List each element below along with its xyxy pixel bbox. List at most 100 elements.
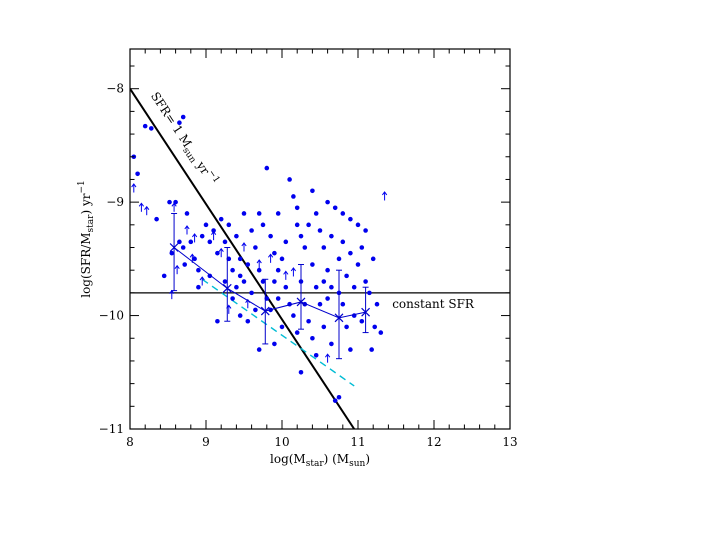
data-point — [372, 324, 378, 330]
upper-limit-arrow — [171, 202, 177, 212]
upper-limit-arrow — [290, 267, 297, 277]
upper-limit-arrow — [174, 264, 180, 275]
data-point — [180, 245, 186, 250]
data-point — [203, 222, 209, 228]
data-point — [329, 233, 334, 239]
x-axis-label: log(Mstar) (Msun) — [270, 452, 370, 469]
data-point — [310, 335, 315, 341]
data-point — [226, 222, 232, 228]
y-tick-label: −10 — [99, 309, 124, 323]
data-point — [275, 267, 281, 273]
data-point — [215, 318, 220, 324]
sfr-1-label-main: SFR= 1 M — [148, 89, 194, 149]
data-point — [182, 262, 188, 267]
arrow-head — [174, 264, 180, 269]
data-point — [374, 301, 380, 307]
upper-limit-arrow — [283, 270, 289, 280]
arrow-head — [290, 267, 297, 272]
data-point — [325, 199, 330, 205]
data-point — [207, 239, 213, 245]
x-tick-label: 11 — [350, 435, 365, 449]
upper-limit-arrow — [184, 225, 190, 235]
upper-limit-arrow — [199, 276, 205, 286]
upper-limit-arrow — [324, 353, 331, 363]
data-point — [329, 284, 334, 290]
data-point — [196, 267, 201, 273]
arrow-head — [218, 247, 224, 252]
x-tick-label: 8 — [126, 435, 134, 449]
data-point — [294, 222, 300, 228]
y-axis-label: log(SFR/Mstar) yr−1 — [77, 180, 96, 298]
arrow-head — [267, 253, 274, 258]
data-point — [260, 222, 266, 228]
arrow-head — [144, 205, 150, 211]
data-point — [321, 245, 327, 250]
data-point — [298, 369, 304, 375]
data-point — [148, 126, 154, 131]
data-point — [275, 296, 281, 301]
x-axis-label-sub: star — [306, 459, 325, 469]
binned-median-marker — [361, 307, 371, 317]
data-point — [359, 245, 365, 250]
data-point — [340, 239, 346, 245]
data-point — [256, 347, 262, 352]
data-point — [142, 123, 148, 129]
x-tick-label: 9 — [202, 435, 210, 449]
upper-limit-arrow — [256, 259, 262, 269]
data-point — [310, 262, 315, 267]
data-point — [287, 177, 292, 182]
arrow-head — [283, 270, 289, 275]
data-point — [230, 296, 235, 301]
data-point — [344, 324, 349, 330]
data-point — [180, 114, 186, 120]
data-point — [249, 228, 254, 233]
arrow-head — [381, 191, 388, 196]
data-point — [184, 211, 190, 216]
data-point — [370, 256, 376, 262]
data-point — [321, 279, 327, 284]
data-point — [355, 262, 361, 267]
arrow-head — [199, 276, 205, 281]
data-point — [291, 194, 296, 199]
constant-sfr-label: constant SFR — [392, 297, 475, 311]
data-point — [245, 318, 251, 324]
data-point — [325, 296, 330, 301]
data-point — [260, 279, 266, 284]
data-point — [196, 284, 201, 290]
data-point — [272, 250, 277, 256]
upper-limit-arrow — [267, 253, 274, 263]
data-point — [234, 233, 239, 239]
data-point — [340, 301, 346, 307]
data-point — [325, 267, 330, 273]
data-point — [321, 324, 327, 330]
data-point — [169, 250, 175, 256]
arrow-head — [191, 233, 198, 238]
plot-frame — [129, 48, 511, 430]
data-point — [161, 273, 167, 279]
data-point — [192, 256, 197, 262]
data-point — [348, 216, 353, 222]
upper-limit-arrow — [191, 233, 198, 243]
data-point — [348, 250, 353, 256]
upper-limit-arrow — [144, 205, 150, 216]
upper-limit-arrow — [210, 230, 217, 241]
arrow-head — [189, 253, 195, 258]
data-point — [283, 284, 289, 290]
y-axis-label-tail: ) yr — [79, 193, 93, 214]
data-point — [313, 284, 319, 290]
data-point — [275, 211, 281, 216]
data-point — [317, 301, 323, 307]
data-point — [369, 347, 374, 352]
data-point — [253, 245, 258, 250]
data-point — [313, 352, 319, 358]
y-axis-label-sup: −1 — [77, 180, 87, 193]
data-point — [264, 165, 270, 171]
y-axis-label-sub: star — [86, 214, 96, 233]
data-point — [355, 222, 361, 228]
arrow-head — [131, 183, 137, 188]
data-point — [336, 394, 342, 400]
data-point — [222, 239, 228, 245]
data-point — [272, 279, 277, 284]
upper-limit-arrow — [241, 242, 247, 252]
